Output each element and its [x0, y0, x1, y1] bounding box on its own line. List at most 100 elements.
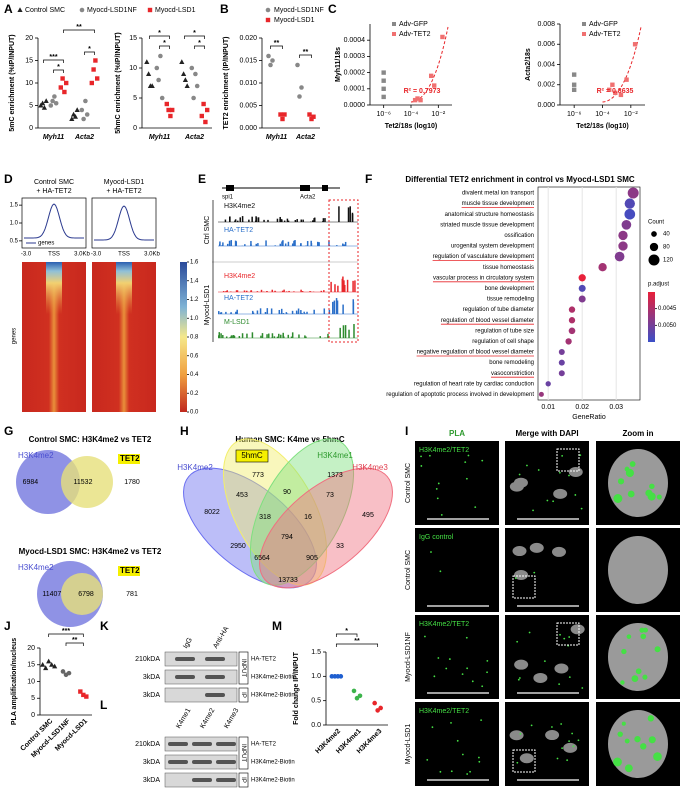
venn-count: 6564 [254, 555, 270, 562]
y-tick-label: 0 [133, 125, 137, 132]
legend-swatch [392, 32, 396, 36]
highlight-box [328, 199, 359, 343]
term-label: muscle tissue development [462, 201, 535, 207]
y-tick-label: 0.0002 [344, 69, 366, 76]
pla-dot [420, 465, 423, 467]
kda-label: 210kDA [135, 741, 160, 748]
x-axis-label: GeneRatio [572, 414, 606, 421]
data-point [297, 94, 302, 99]
panel-label: G [4, 424, 13, 438]
micrograph [505, 528, 589, 612]
pla-dot [579, 454, 582, 457]
pla-dot [647, 715, 655, 722]
pla-dot [486, 671, 488, 674]
fraction-label: IP [240, 777, 246, 783]
micrograph [415, 702, 499, 786]
track-bar [349, 206, 351, 222]
heatmap-top [46, 262, 62, 412]
track-bar [256, 291, 259, 292]
kda-label: 3kDA [143, 759, 160, 766]
dot [578, 274, 586, 282]
track-bar [280, 308, 283, 314]
x-tick-label: TSS [48, 252, 60, 258]
pla-dot [481, 459, 484, 462]
venn-count: 90 [283, 489, 291, 496]
dot [568, 306, 576, 313]
dot [614, 251, 625, 262]
term-label: tissue remodeling [487, 297, 534, 303]
pla-dot [624, 738, 630, 744]
pla-dot [561, 747, 564, 750]
data-point [154, 65, 160, 71]
pla-dot [430, 551, 432, 553]
micrograph [415, 615, 499, 699]
data-point [93, 58, 98, 63]
pla-dot [519, 732, 522, 735]
data-point [84, 694, 89, 699]
pla-dot [537, 469, 540, 471]
track-bar [286, 218, 289, 222]
pla-dot [568, 474, 570, 477]
y-tick-label: 0.5 [10, 238, 19, 244]
track-bar [260, 335, 262, 338]
term-label: tissue homeostasis [483, 265, 534, 271]
y-tick-label: 0.0004 [344, 37, 366, 44]
row-label: Control SMC [405, 550, 412, 590]
track-bar [220, 312, 223, 314]
data-point [146, 71, 152, 76]
band-label: H3K4me2-Biotin [251, 675, 295, 681]
y-tick-label: 0 [31, 712, 35, 719]
track-bar [300, 243, 302, 246]
y-tick-label: 10 [27, 678, 35, 685]
row-label: Myocd-LSD1NF [405, 632, 412, 682]
dot [568, 327, 576, 335]
track-bar [336, 245, 338, 246]
venn-count: 11532 [74, 479, 93, 486]
fraction-box [238, 736, 249, 770]
x-tick-label: Acta2 [295, 134, 315, 141]
x-tick-label: 10⁻⁴ [404, 111, 419, 118]
venn-count: 8022 [204, 509, 220, 516]
track-bar [310, 243, 313, 246]
pla-dot [574, 494, 577, 496]
track-bar [274, 245, 276, 246]
pla-dot [465, 636, 468, 639]
pla-dot [620, 680, 625, 685]
legend-swatch [582, 32, 586, 36]
term-label: anatomical structure homeostasis [445, 212, 534, 218]
y-tick-label: 5 [133, 95, 137, 102]
track-bar [304, 335, 306, 338]
y-tick-label: 20 [27, 645, 35, 652]
track-bar [342, 276, 344, 292]
gene-label: spi1 [222, 195, 234, 201]
venn-count: 16 [304, 514, 312, 521]
dot [624, 208, 636, 220]
sig-bracket [43, 59, 64, 63]
sig-bracket [48, 633, 84, 637]
pla-dot [469, 770, 471, 773]
venn-set [249, 438, 355, 586]
data-point [74, 107, 80, 112]
track-bar [271, 289, 274, 292]
stain-label: H3K4me2/TET2 [419, 708, 469, 715]
set-label: H3K4me2 [18, 563, 54, 572]
blot [164, 687, 238, 703]
pla-dot [561, 454, 564, 457]
sig-label: * [88, 46, 91, 53]
venn-count: 13733 [278, 577, 298, 584]
pla-dot [481, 685, 484, 688]
pla-dot [433, 675, 436, 678]
dot [568, 317, 576, 324]
set-label: 5hmC [241, 451, 263, 460]
data-point [618, 92, 624, 98]
x-tick-label: Acta2 [184, 134, 204, 141]
legend-label: Adv-GFP [589, 21, 618, 28]
data-point [432, 83, 437, 88]
band [216, 778, 236, 782]
pla-dot [634, 735, 641, 743]
track-bar [228, 240, 231, 246]
track-bar [257, 217, 260, 222]
colorbar [648, 292, 655, 342]
size-key [649, 242, 659, 252]
sample-title: Control SMC [34, 179, 74, 186]
